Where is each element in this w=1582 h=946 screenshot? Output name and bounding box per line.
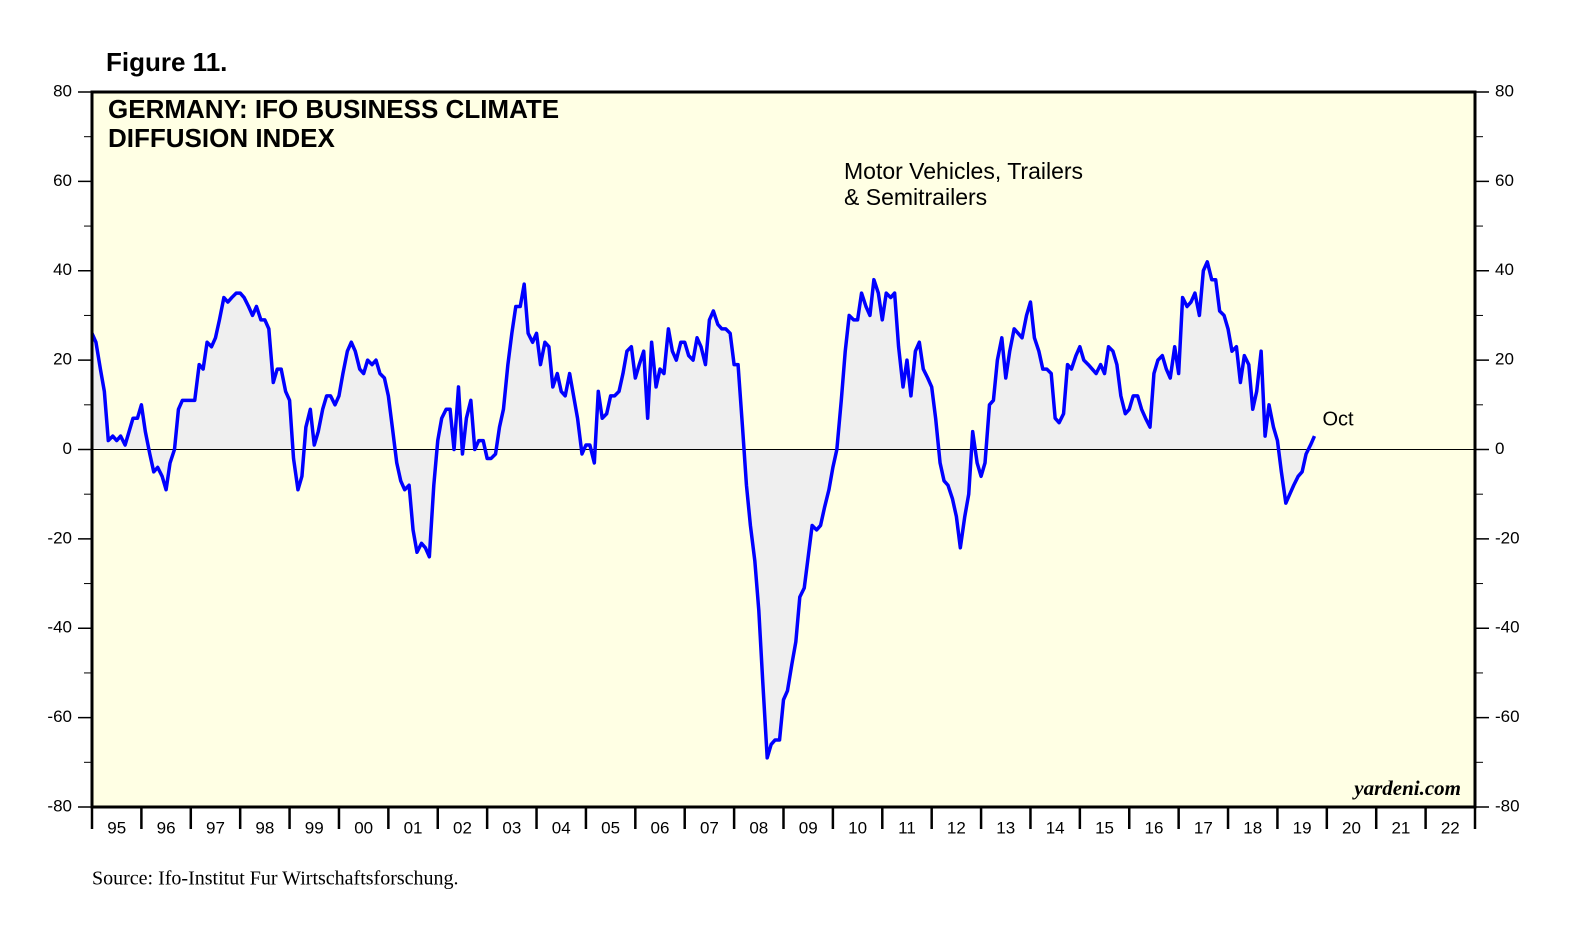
x-tick-label: 02 xyxy=(453,818,472,837)
y2-tick-label: -80 xyxy=(1495,796,1520,815)
subtitle: & Semitrailers xyxy=(844,184,987,210)
x-tick-label: 09 xyxy=(799,818,818,837)
y-tick-label: 0 xyxy=(63,439,72,458)
y-tick-label: 80 xyxy=(53,81,72,100)
x-tick-label: 96 xyxy=(157,818,176,837)
y-tick-label: 20 xyxy=(53,350,72,369)
x-tick-label: 11 xyxy=(898,818,916,837)
y2-tick-label: 0 xyxy=(1495,439,1504,458)
x-tick-label: 22 xyxy=(1441,818,1460,837)
x-tick-label: 20 xyxy=(1342,818,1361,837)
x-tick-label: 12 xyxy=(947,818,966,837)
y2-tick-label: -20 xyxy=(1495,528,1520,547)
y-tick-label: 60 xyxy=(53,171,72,190)
x-tick-label: 13 xyxy=(996,818,1015,837)
x-tick-label: 00 xyxy=(354,818,373,837)
x-tick-label: 21 xyxy=(1391,818,1410,837)
x-tick-label: 95 xyxy=(107,818,126,837)
x-tick-label: 14 xyxy=(1046,818,1065,837)
x-tick-label: 08 xyxy=(749,818,768,837)
x-tick-label: 03 xyxy=(502,818,521,837)
y-tick-label: -40 xyxy=(47,618,72,637)
x-tick-label: 16 xyxy=(1144,818,1163,837)
x-tick-label: 04 xyxy=(552,818,571,837)
x-tick-label: 01 xyxy=(404,818,423,837)
y2-tick-label: 80 xyxy=(1495,81,1514,100)
x-tick-label: 07 xyxy=(700,818,719,837)
subtitle: Motor Vehicles, Trailers xyxy=(844,158,1083,184)
annotation: Oct xyxy=(1322,408,1354,430)
x-tick-label: 97 xyxy=(206,818,225,837)
y2-tick-label: 40 xyxy=(1495,260,1514,279)
y-tick-label: -60 xyxy=(47,707,72,726)
y-tick-label: -80 xyxy=(47,796,72,815)
x-tick-label: 19 xyxy=(1293,818,1312,837)
watermark: yardeni.com xyxy=(1351,776,1461,800)
source: Source: Ifo-Institut Fur Wirtschaftsfors… xyxy=(92,868,459,890)
chart-title: GERMANY: IFO BUSINESS CLIMATE xyxy=(108,94,559,124)
area-fill xyxy=(92,261,1315,758)
x-tick-label: 10 xyxy=(848,818,867,837)
x-tick-label: 98 xyxy=(255,818,274,837)
y-tick-label: 40 xyxy=(53,260,72,279)
figure-label: Figure 11. xyxy=(106,47,227,77)
y2-tick-label: 20 xyxy=(1495,350,1514,369)
chart-title: DIFFUSION INDEX xyxy=(108,123,335,153)
x-tick-label: 99 xyxy=(305,818,324,837)
x-tick-label: 15 xyxy=(1095,818,1114,837)
y2-tick-label: -60 xyxy=(1495,707,1520,726)
x-tick-label: 17 xyxy=(1194,818,1213,837)
line xyxy=(90,260,1317,760)
x-tick-label: 05 xyxy=(601,818,620,837)
y2-tick-label: -40 xyxy=(1495,618,1520,637)
x-tick-label: 18 xyxy=(1243,818,1262,837)
y2-tick-label: 60 xyxy=(1495,171,1514,190)
x-tick-label: 06 xyxy=(651,818,670,837)
y-tick-label: -20 xyxy=(47,528,72,547)
